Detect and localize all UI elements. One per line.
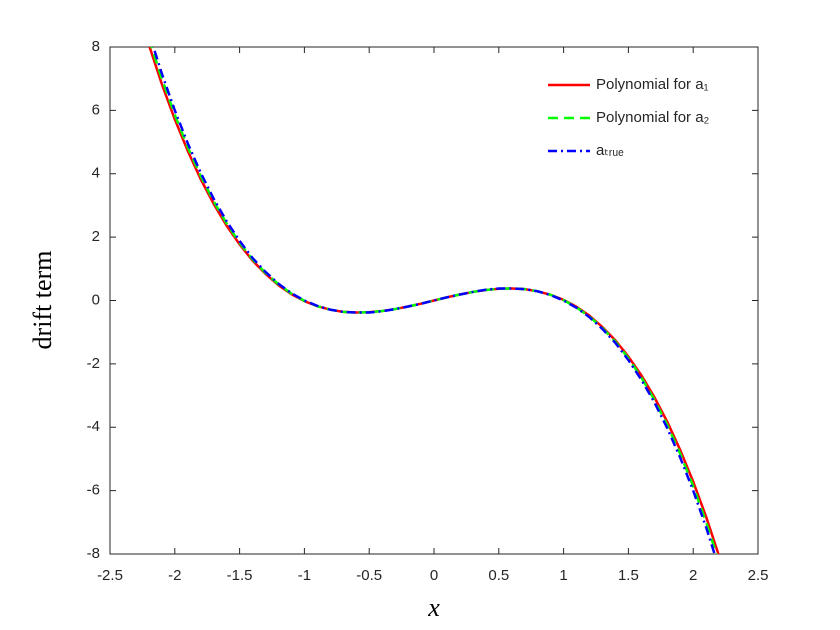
x-tick-label: 2 <box>689 567 697 584</box>
y-tick-label: 6 <box>92 101 100 118</box>
x-axis-label: x <box>427 593 440 622</box>
x-tick-label: 0 <box>430 567 438 584</box>
x-tick-label: 1 <box>559 567 567 584</box>
x-tick-label: 1.5 <box>618 567 639 584</box>
data-line <box>152 47 716 554</box>
plot-area <box>148 47 720 554</box>
y-axis-label: drift term <box>28 251 57 350</box>
y-tick-label: 0 <box>92 291 100 308</box>
y-tick-label: -6 <box>87 482 100 499</box>
x-tick-label: -2.5 <box>97 567 123 584</box>
legend-label: Polynomial for a₂ <box>596 109 710 126</box>
y-tick-label: 4 <box>92 165 100 182</box>
x-tick-label: -1 <box>298 567 311 584</box>
legend-label: Polynomial for a₁ <box>596 76 709 93</box>
y-tick-label: -2 <box>87 355 100 372</box>
x-tick-label: -2 <box>168 567 181 584</box>
y-tick-label: 8 <box>92 38 100 55</box>
y-tick-label: 2 <box>92 228 100 245</box>
legend-label: aₜᵣᵤₑ <box>596 142 624 159</box>
x-tick-label: -0.5 <box>356 567 382 584</box>
x-tick-label: 0.5 <box>488 567 509 584</box>
x-tick-label: 2.5 <box>748 567 769 584</box>
y-tick-label: -8 <box>87 545 100 562</box>
y-tick-label: -4 <box>87 418 100 435</box>
x-tick-label: -1.5 <box>227 567 253 584</box>
